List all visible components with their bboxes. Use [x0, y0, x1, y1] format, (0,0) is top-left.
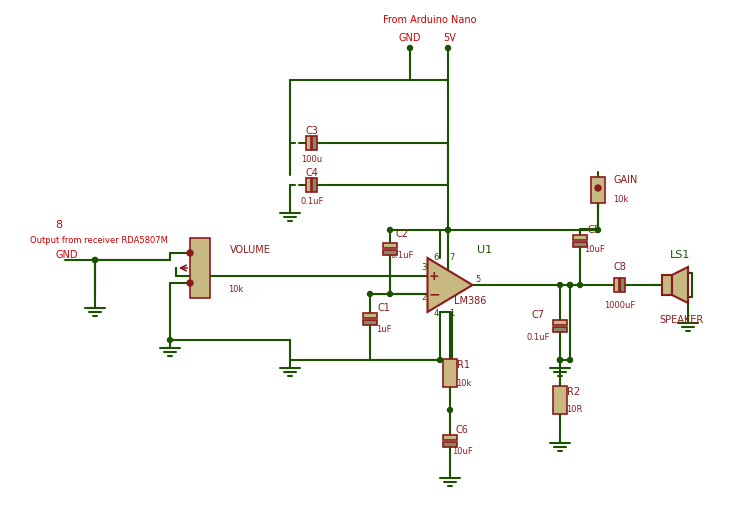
Text: U1: U1 [478, 245, 493, 255]
Text: GAIN: GAIN [613, 175, 638, 185]
Circle shape [557, 283, 562, 287]
Circle shape [92, 258, 98, 263]
Text: C1: C1 [377, 303, 391, 313]
Circle shape [407, 46, 413, 50]
Circle shape [448, 407, 452, 412]
Bar [312, 136, 317, 150]
Text: 0.1uF: 0.1uF [390, 251, 414, 261]
Polygon shape [427, 258, 472, 312]
Circle shape [437, 358, 442, 363]
Text: 1: 1 [449, 308, 454, 318]
Text: 10k: 10k [613, 195, 628, 205]
Text: 6: 6 [433, 252, 439, 262]
Text: 10uF: 10uF [452, 447, 472, 457]
Text: LS1: LS1 [670, 250, 690, 260]
Text: 10k: 10k [456, 379, 472, 387]
Text: 5V: 5V [443, 33, 457, 43]
Circle shape [446, 46, 451, 50]
Bar [662, 275, 672, 295]
Circle shape [388, 291, 392, 297]
Text: 4: 4 [433, 308, 439, 318]
Circle shape [446, 227, 451, 232]
Text: C2: C2 [395, 229, 409, 239]
Circle shape [568, 283, 572, 287]
Text: 100u: 100u [302, 154, 322, 164]
Circle shape [92, 258, 98, 263]
Circle shape [568, 358, 572, 363]
Text: From Arduino Nano: From Arduino Nano [383, 15, 477, 25]
Text: 10k: 10k [228, 286, 243, 294]
Text: C5: C5 [587, 225, 601, 235]
Circle shape [368, 291, 373, 297]
Text: SPEAKER: SPEAKER [660, 315, 704, 325]
Bar [553, 386, 567, 414]
Bar [573, 235, 587, 240]
Bar [553, 327, 567, 332]
Text: C4: C4 [305, 168, 319, 178]
Bar [306, 136, 311, 150]
Text: C7: C7 [532, 310, 544, 320]
Bar [553, 320, 567, 325]
Circle shape [596, 227, 601, 232]
Circle shape [187, 250, 193, 256]
Text: GND: GND [55, 250, 77, 260]
Text: 5: 5 [476, 274, 481, 284]
Bar [620, 278, 625, 292]
Bar [383, 243, 397, 248]
Bar [306, 178, 311, 192]
Circle shape [557, 358, 562, 363]
Circle shape [595, 185, 601, 191]
Text: +: + [429, 269, 439, 283]
Text: 2: 2 [422, 292, 427, 302]
Text: 8: 8 [55, 220, 62, 230]
Text: R2: R2 [568, 387, 580, 397]
Circle shape [446, 227, 451, 232]
Bar [591, 177, 605, 203]
Circle shape [578, 283, 583, 287]
Text: Output from receiver RDA5807M: Output from receiver RDA5807M [30, 236, 168, 245]
Bar [614, 278, 619, 292]
Circle shape [187, 280, 193, 286]
Text: 1000uF: 1000uF [604, 301, 635, 309]
Bar [363, 313, 377, 318]
Circle shape [557, 358, 562, 363]
Bar [443, 442, 457, 447]
Bar [443, 359, 457, 387]
Text: 1uF: 1uF [376, 326, 392, 334]
Text: −: − [428, 287, 440, 301]
Text: 10R: 10R [566, 405, 582, 415]
Circle shape [167, 338, 172, 343]
Text: 0.1uF: 0.1uF [300, 196, 324, 206]
Bar [363, 320, 377, 325]
Text: GND: GND [399, 33, 422, 43]
Bar [383, 250, 397, 255]
Bar [443, 435, 457, 440]
Text: VOLUME: VOLUME [230, 245, 271, 255]
Circle shape [388, 227, 392, 232]
Text: 0.1uF: 0.1uF [526, 332, 550, 342]
Text: R1: R1 [458, 360, 470, 370]
Text: 3: 3 [422, 263, 427, 271]
Bar [190, 238, 210, 298]
Text: C6: C6 [455, 425, 469, 435]
Bar [573, 242, 587, 247]
Text: 7: 7 [449, 252, 454, 262]
Text: 10uF: 10uF [584, 246, 604, 254]
Polygon shape [672, 267, 688, 303]
Text: C8: C8 [614, 262, 626, 272]
Bar [312, 178, 317, 192]
Circle shape [568, 283, 572, 287]
Text: C3: C3 [305, 126, 319, 136]
Text: LM386: LM386 [454, 296, 486, 306]
